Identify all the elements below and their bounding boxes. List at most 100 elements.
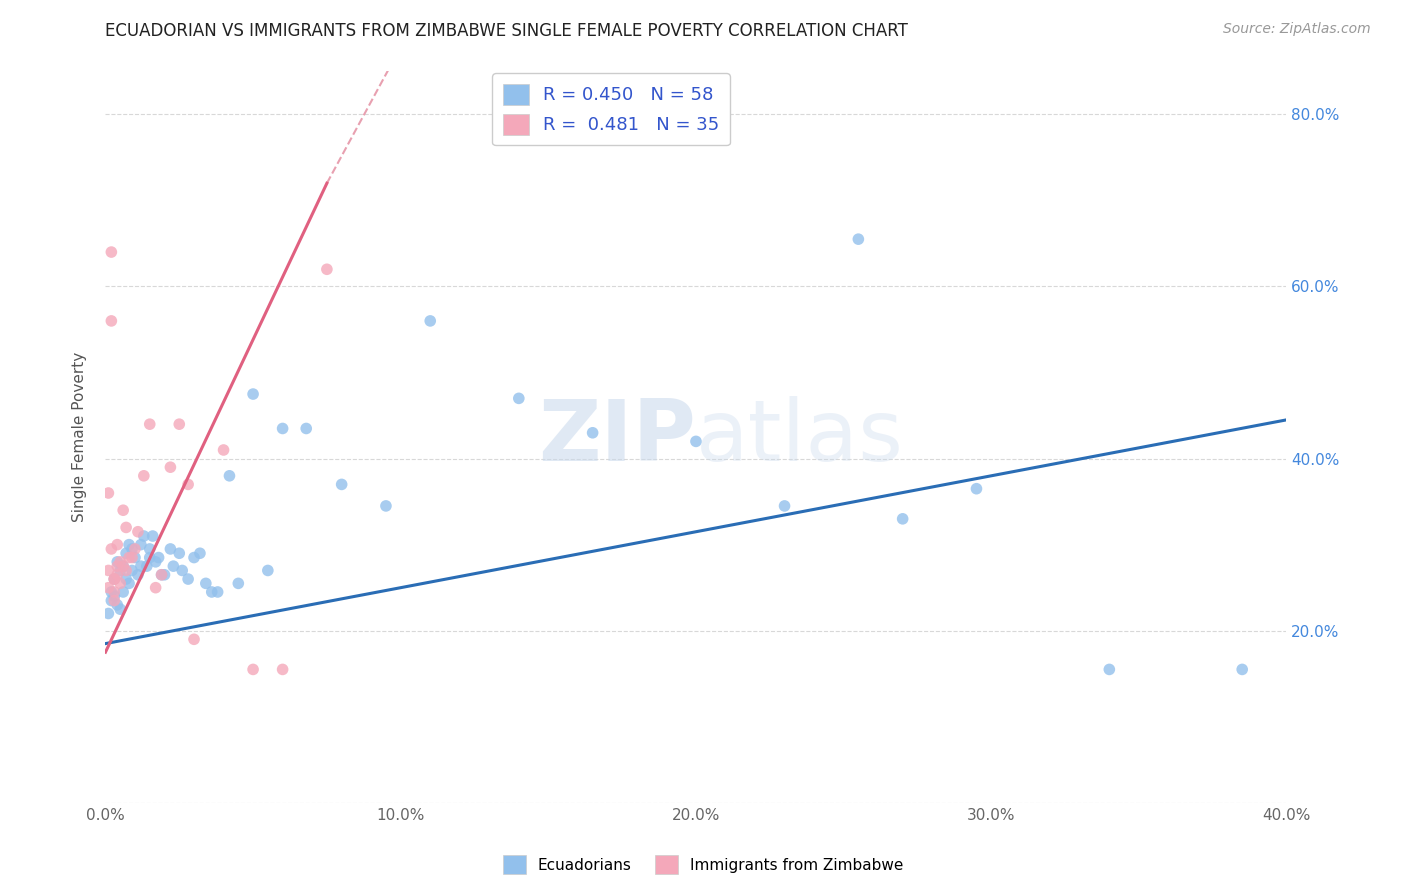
Point bbox=[508, 392, 530, 406]
Point bbox=[105, 598, 128, 612]
Point bbox=[103, 572, 125, 586]
Point bbox=[112, 503, 135, 517]
Point bbox=[115, 520, 138, 534]
Point bbox=[419, 314, 441, 328]
Point bbox=[212, 442, 235, 457]
Point bbox=[121, 564, 143, 578]
Point bbox=[201, 585, 224, 599]
Point bbox=[105, 559, 128, 574]
Point bbox=[218, 468, 240, 483]
Point bbox=[103, 589, 125, 603]
Text: ECUADORIAN VS IMMIGRANTS FROM ZIMBABWE SINGLE FEMALE POVERTY CORRELATION CHART: ECUADORIAN VS IMMIGRANTS FROM ZIMBABWE S… bbox=[105, 22, 908, 40]
Point bbox=[169, 546, 191, 560]
Point bbox=[112, 585, 135, 599]
Point bbox=[97, 581, 120, 595]
Point bbox=[374, 499, 398, 513]
Point bbox=[100, 585, 122, 599]
Point bbox=[135, 559, 157, 574]
Point bbox=[271, 421, 294, 435]
Point bbox=[132, 468, 155, 483]
Point bbox=[138, 541, 162, 556]
Point bbox=[177, 477, 200, 491]
Point bbox=[177, 572, 200, 586]
Point bbox=[271, 662, 294, 676]
Point bbox=[103, 572, 125, 586]
Point bbox=[100, 541, 122, 556]
Point bbox=[256, 564, 278, 578]
Point bbox=[330, 477, 353, 491]
Point bbox=[581, 425, 603, 440]
Point bbox=[162, 559, 184, 574]
Point bbox=[150, 567, 173, 582]
Point bbox=[172, 564, 194, 578]
Point bbox=[242, 387, 264, 401]
Point bbox=[315, 262, 337, 277]
Point bbox=[129, 538, 152, 552]
Text: atlas: atlas bbox=[696, 395, 904, 479]
Point bbox=[110, 576, 132, 591]
Point bbox=[112, 559, 135, 574]
Y-axis label: Single Female Poverty: Single Female Poverty bbox=[72, 352, 87, 522]
Point bbox=[118, 576, 141, 591]
Point bbox=[183, 632, 205, 647]
Point bbox=[138, 417, 162, 432]
Point bbox=[112, 559, 135, 574]
Point bbox=[110, 564, 132, 578]
Point bbox=[97, 486, 120, 500]
Point bbox=[127, 524, 149, 539]
Point bbox=[110, 555, 132, 569]
Point bbox=[142, 529, 165, 543]
Point bbox=[148, 550, 170, 565]
Point bbox=[103, 585, 125, 599]
Point bbox=[150, 567, 173, 582]
Point bbox=[105, 538, 128, 552]
Point bbox=[115, 546, 138, 560]
Legend: R = 0.450   N = 58, R =  0.481   N = 35: R = 0.450 N = 58, R = 0.481 N = 35 bbox=[492, 73, 730, 145]
Point bbox=[159, 460, 181, 475]
Point bbox=[145, 555, 167, 569]
Point bbox=[159, 541, 181, 556]
Point bbox=[188, 546, 211, 560]
Text: ZIP: ZIP bbox=[538, 395, 696, 479]
Point bbox=[115, 564, 138, 578]
Point bbox=[110, 602, 132, 616]
Point bbox=[846, 232, 869, 246]
Point bbox=[891, 512, 914, 526]
Point bbox=[183, 550, 205, 565]
Point bbox=[207, 585, 229, 599]
Point bbox=[145, 581, 167, 595]
Point bbox=[100, 314, 122, 328]
Point bbox=[242, 662, 264, 676]
Legend: Ecuadorians, Immigrants from Zimbabwe: Ecuadorians, Immigrants from Zimbabwe bbox=[496, 849, 910, 880]
Point bbox=[100, 593, 122, 607]
Point bbox=[105, 555, 128, 569]
Point bbox=[97, 607, 120, 621]
Point bbox=[124, 550, 146, 565]
Point bbox=[105, 567, 128, 582]
Point bbox=[121, 541, 143, 556]
Point bbox=[169, 417, 191, 432]
Point bbox=[100, 245, 122, 260]
Point bbox=[194, 576, 217, 591]
Point bbox=[103, 572, 125, 586]
Point bbox=[1230, 662, 1253, 676]
Point bbox=[226, 576, 250, 591]
Point bbox=[153, 567, 176, 582]
Point bbox=[129, 559, 152, 574]
Point bbox=[115, 572, 138, 586]
Point bbox=[121, 550, 143, 565]
Point bbox=[124, 541, 146, 556]
Point bbox=[295, 421, 318, 435]
Point bbox=[103, 593, 125, 607]
Point bbox=[685, 434, 707, 449]
Point bbox=[1098, 662, 1121, 676]
Text: Source: ZipAtlas.com: Source: ZipAtlas.com bbox=[1223, 22, 1371, 37]
Point bbox=[138, 550, 162, 565]
Point bbox=[127, 567, 149, 582]
Point bbox=[132, 529, 155, 543]
Point bbox=[97, 564, 120, 578]
Point bbox=[773, 499, 796, 513]
Point bbox=[118, 550, 141, 565]
Point bbox=[965, 482, 987, 496]
Point bbox=[118, 538, 141, 552]
